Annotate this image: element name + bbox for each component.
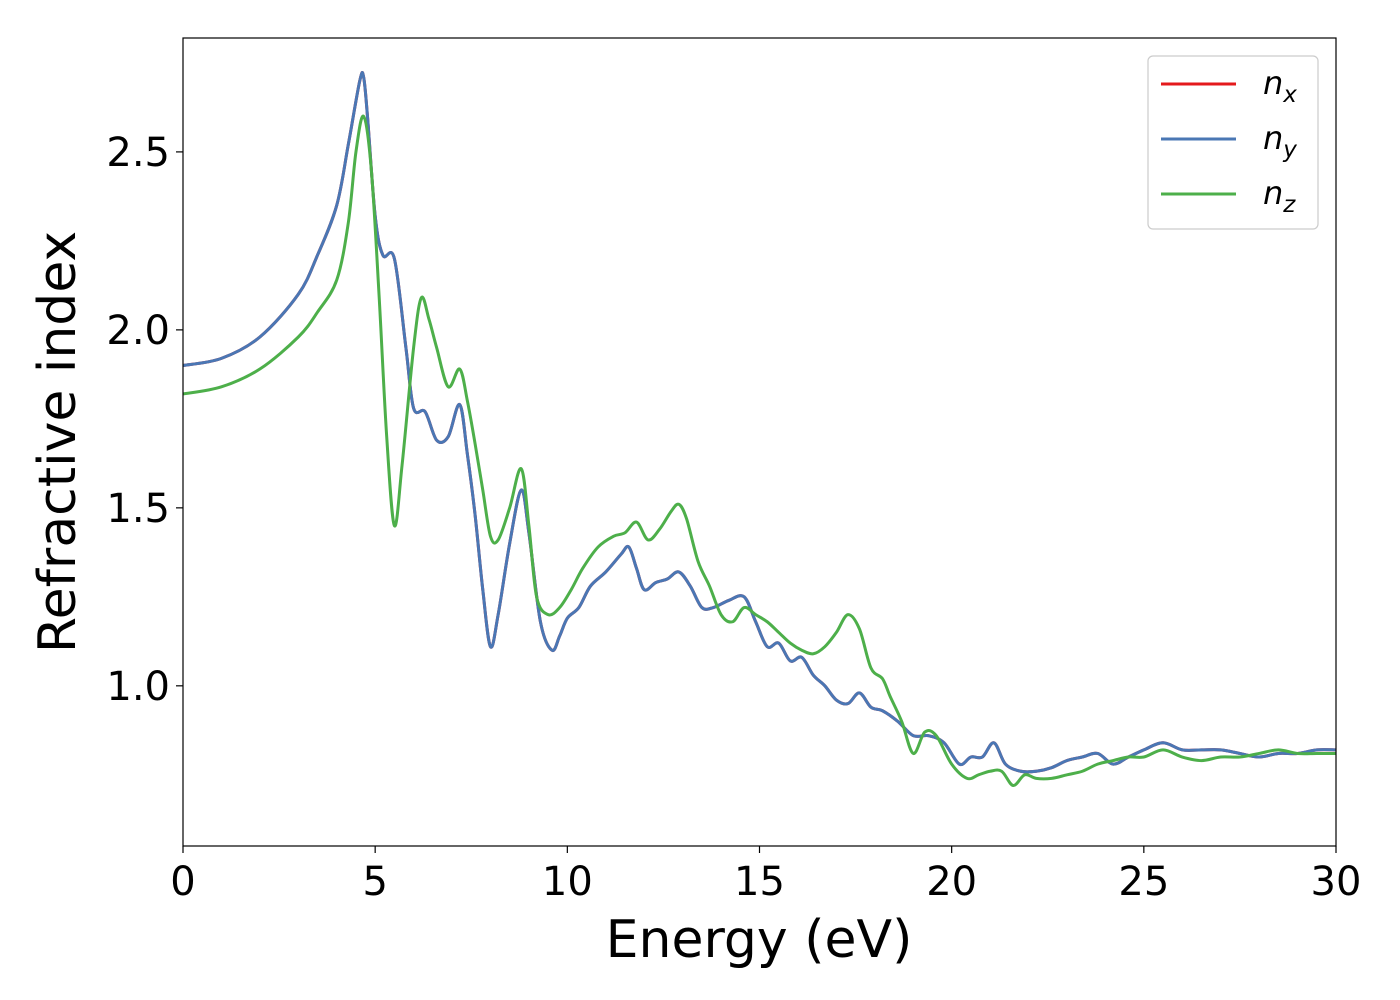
- y-tick-label: 2.0: [106, 308, 170, 354]
- y-tick-label: 1.5: [106, 486, 170, 532]
- x-tick-label: 25: [1118, 859, 1169, 905]
- series-layer: [183, 70, 1336, 787]
- x-axis-title: Energy (eV): [606, 910, 913, 970]
- y-tick-label: 2.5: [106, 130, 170, 176]
- x-tick-label: 10: [542, 859, 593, 905]
- x-tick-label: 0: [170, 859, 195, 905]
- x-tick-label: 20: [926, 859, 977, 905]
- x-tick-label: 15: [734, 859, 785, 905]
- series-line-ny: [183, 70, 1336, 774]
- y-axis: 1.0 1.5 2.0 2.5: [106, 130, 183, 710]
- x-axis: 0 5 10 15 20 25 30: [170, 846, 1361, 905]
- x-tick-label: 30: [1311, 859, 1362, 905]
- y-axis-title: Refractive index: [28, 231, 88, 653]
- x-tick-label: 5: [362, 859, 387, 905]
- series-line-nz: [183, 114, 1336, 787]
- y-tick-label: 1.0: [106, 664, 170, 710]
- legend-box: [1147, 55, 1319, 230]
